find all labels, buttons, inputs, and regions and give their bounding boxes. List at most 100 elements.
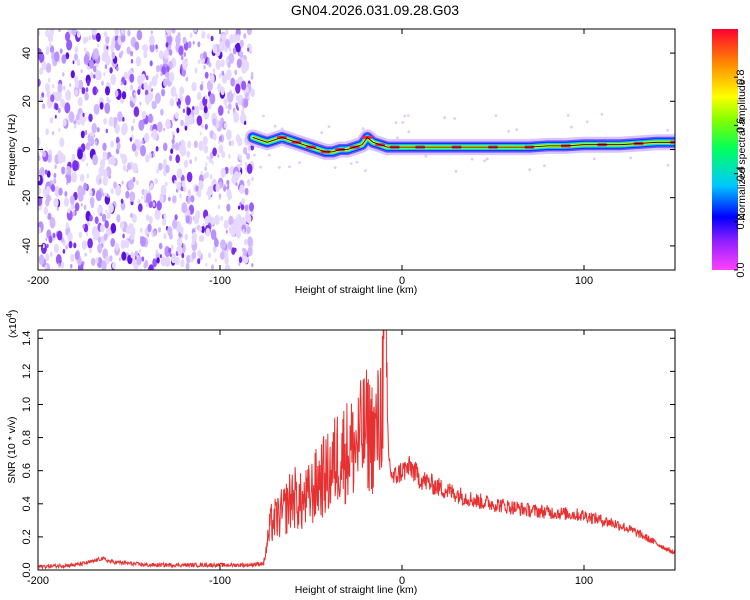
noise-blob	[96, 88, 99, 93]
noise-blob	[145, 75, 149, 81]
noise-blob	[109, 67, 113, 74]
noise-blob	[38, 52, 45, 63]
noise-blob	[238, 154, 242, 161]
noise-blob	[130, 50, 134, 57]
noise-blob	[149, 60, 153, 67]
noise-blob	[151, 100, 157, 110]
noise-blob	[61, 54, 67, 64]
noise-dot	[592, 157, 596, 161]
noise-blob	[250, 88, 255, 97]
noise-blob	[124, 238, 130, 249]
noise-blob	[64, 191, 68, 197]
noise-blob	[220, 59, 225, 68]
noise-blob	[74, 89, 78, 96]
noise-blob	[49, 29, 55, 37]
noise-blob	[176, 237, 183, 248]
noise-blob	[85, 142, 90, 151]
x-tick-label: 100	[575, 575, 593, 587]
noise-blob	[90, 61, 93, 66]
noise-blob	[154, 92, 161, 104]
spectrogram-y-axis-label: Frequency (Hz)	[6, 114, 18, 186]
noise-blob	[184, 233, 188, 240]
noise-blob	[84, 92, 89, 101]
colorbar-tick-label: 0.2	[735, 214, 747, 229]
noise-blob	[61, 166, 66, 175]
noise-blob	[145, 154, 150, 163]
noise-blob	[109, 255, 113, 262]
noise-blob	[243, 98, 249, 108]
noise-blob	[81, 87, 86, 95]
noise-blob	[80, 130, 85, 139]
noise-blob	[176, 168, 183, 179]
noise-blob	[227, 103, 232, 111]
noise-blob	[98, 166, 105, 177]
noise-blob	[72, 60, 75, 65]
noise-blob	[92, 226, 98, 238]
spectrogram-y-ticks: -40 -20 0 20 40	[21, 47, 675, 254]
noise-blob	[227, 241, 233, 250]
noise-dot	[629, 156, 633, 160]
noise-blob	[211, 160, 214, 165]
noise-blob	[163, 49, 169, 60]
noise-blob	[236, 229, 241, 239]
y-tick-label: 40	[21, 47, 33, 59]
colorbar-ticks: 0.0 0.2 0.4 0.6 0.8	[734, 70, 747, 278]
noise-blob	[210, 216, 215, 226]
noise-blob	[92, 65, 97, 73]
noise-blob	[217, 154, 220, 158]
noise-blob	[185, 95, 191, 106]
noise-blob	[249, 202, 254, 212]
noise-blob	[110, 74, 117, 85]
noise-blob	[191, 81, 197, 92]
noise-blob	[110, 238, 116, 247]
noise-blob	[59, 48, 63, 54]
noise-blob	[53, 172, 57, 179]
noise-blob	[83, 204, 87, 210]
noise-blob	[247, 94, 251, 100]
noise-blob	[177, 32, 181, 39]
noise-blob	[165, 164, 170, 174]
x-tick-label: -200	[27, 275, 49, 287]
noise-blob	[105, 256, 110, 265]
noise-blob	[180, 55, 184, 61]
noise-blob	[224, 46, 228, 53]
noise-blob	[218, 140, 220, 145]
noise-blob	[121, 251, 127, 261]
noise-blob	[129, 95, 133, 102]
noise-blob	[193, 29, 197, 33]
noise-blob	[160, 108, 164, 116]
noise-blob	[78, 79, 84, 90]
noise-blob	[122, 164, 127, 172]
noise-blob	[205, 162, 208, 167]
noise-blob	[91, 123, 97, 134]
noise-blob	[172, 219, 178, 230]
noise-dot	[585, 120, 589, 124]
noise-blob	[229, 194, 233, 200]
noise-blob	[80, 173, 85, 182]
noise-blob	[141, 256, 145, 262]
noise-blob	[92, 86, 98, 96]
noise-blob	[152, 201, 156, 207]
noise-blob	[168, 49, 173, 56]
noise-blob	[64, 102, 71, 114]
noise-blob	[183, 52, 187, 57]
noise-blob	[48, 235, 53, 244]
noise-blob	[247, 236, 253, 247]
noise-dot	[406, 114, 410, 117]
noise-blob	[247, 246, 253, 257]
noise-blob	[113, 117, 118, 125]
noise-blob	[196, 91, 202, 101]
noise-blob	[69, 195, 75, 205]
noise-blob	[246, 29, 252, 36]
noise-blob	[193, 214, 200, 225]
x-tick-label: 100	[575, 275, 593, 287]
noise-blob	[94, 216, 99, 224]
noise-blob	[251, 263, 254, 268]
noise-blob	[110, 223, 117, 234]
noise-blob	[223, 122, 227, 129]
noise-blob	[47, 77, 51, 83]
noise-blob	[227, 62, 231, 69]
noise-blob	[221, 73, 228, 84]
noise-blob	[102, 142, 107, 151]
